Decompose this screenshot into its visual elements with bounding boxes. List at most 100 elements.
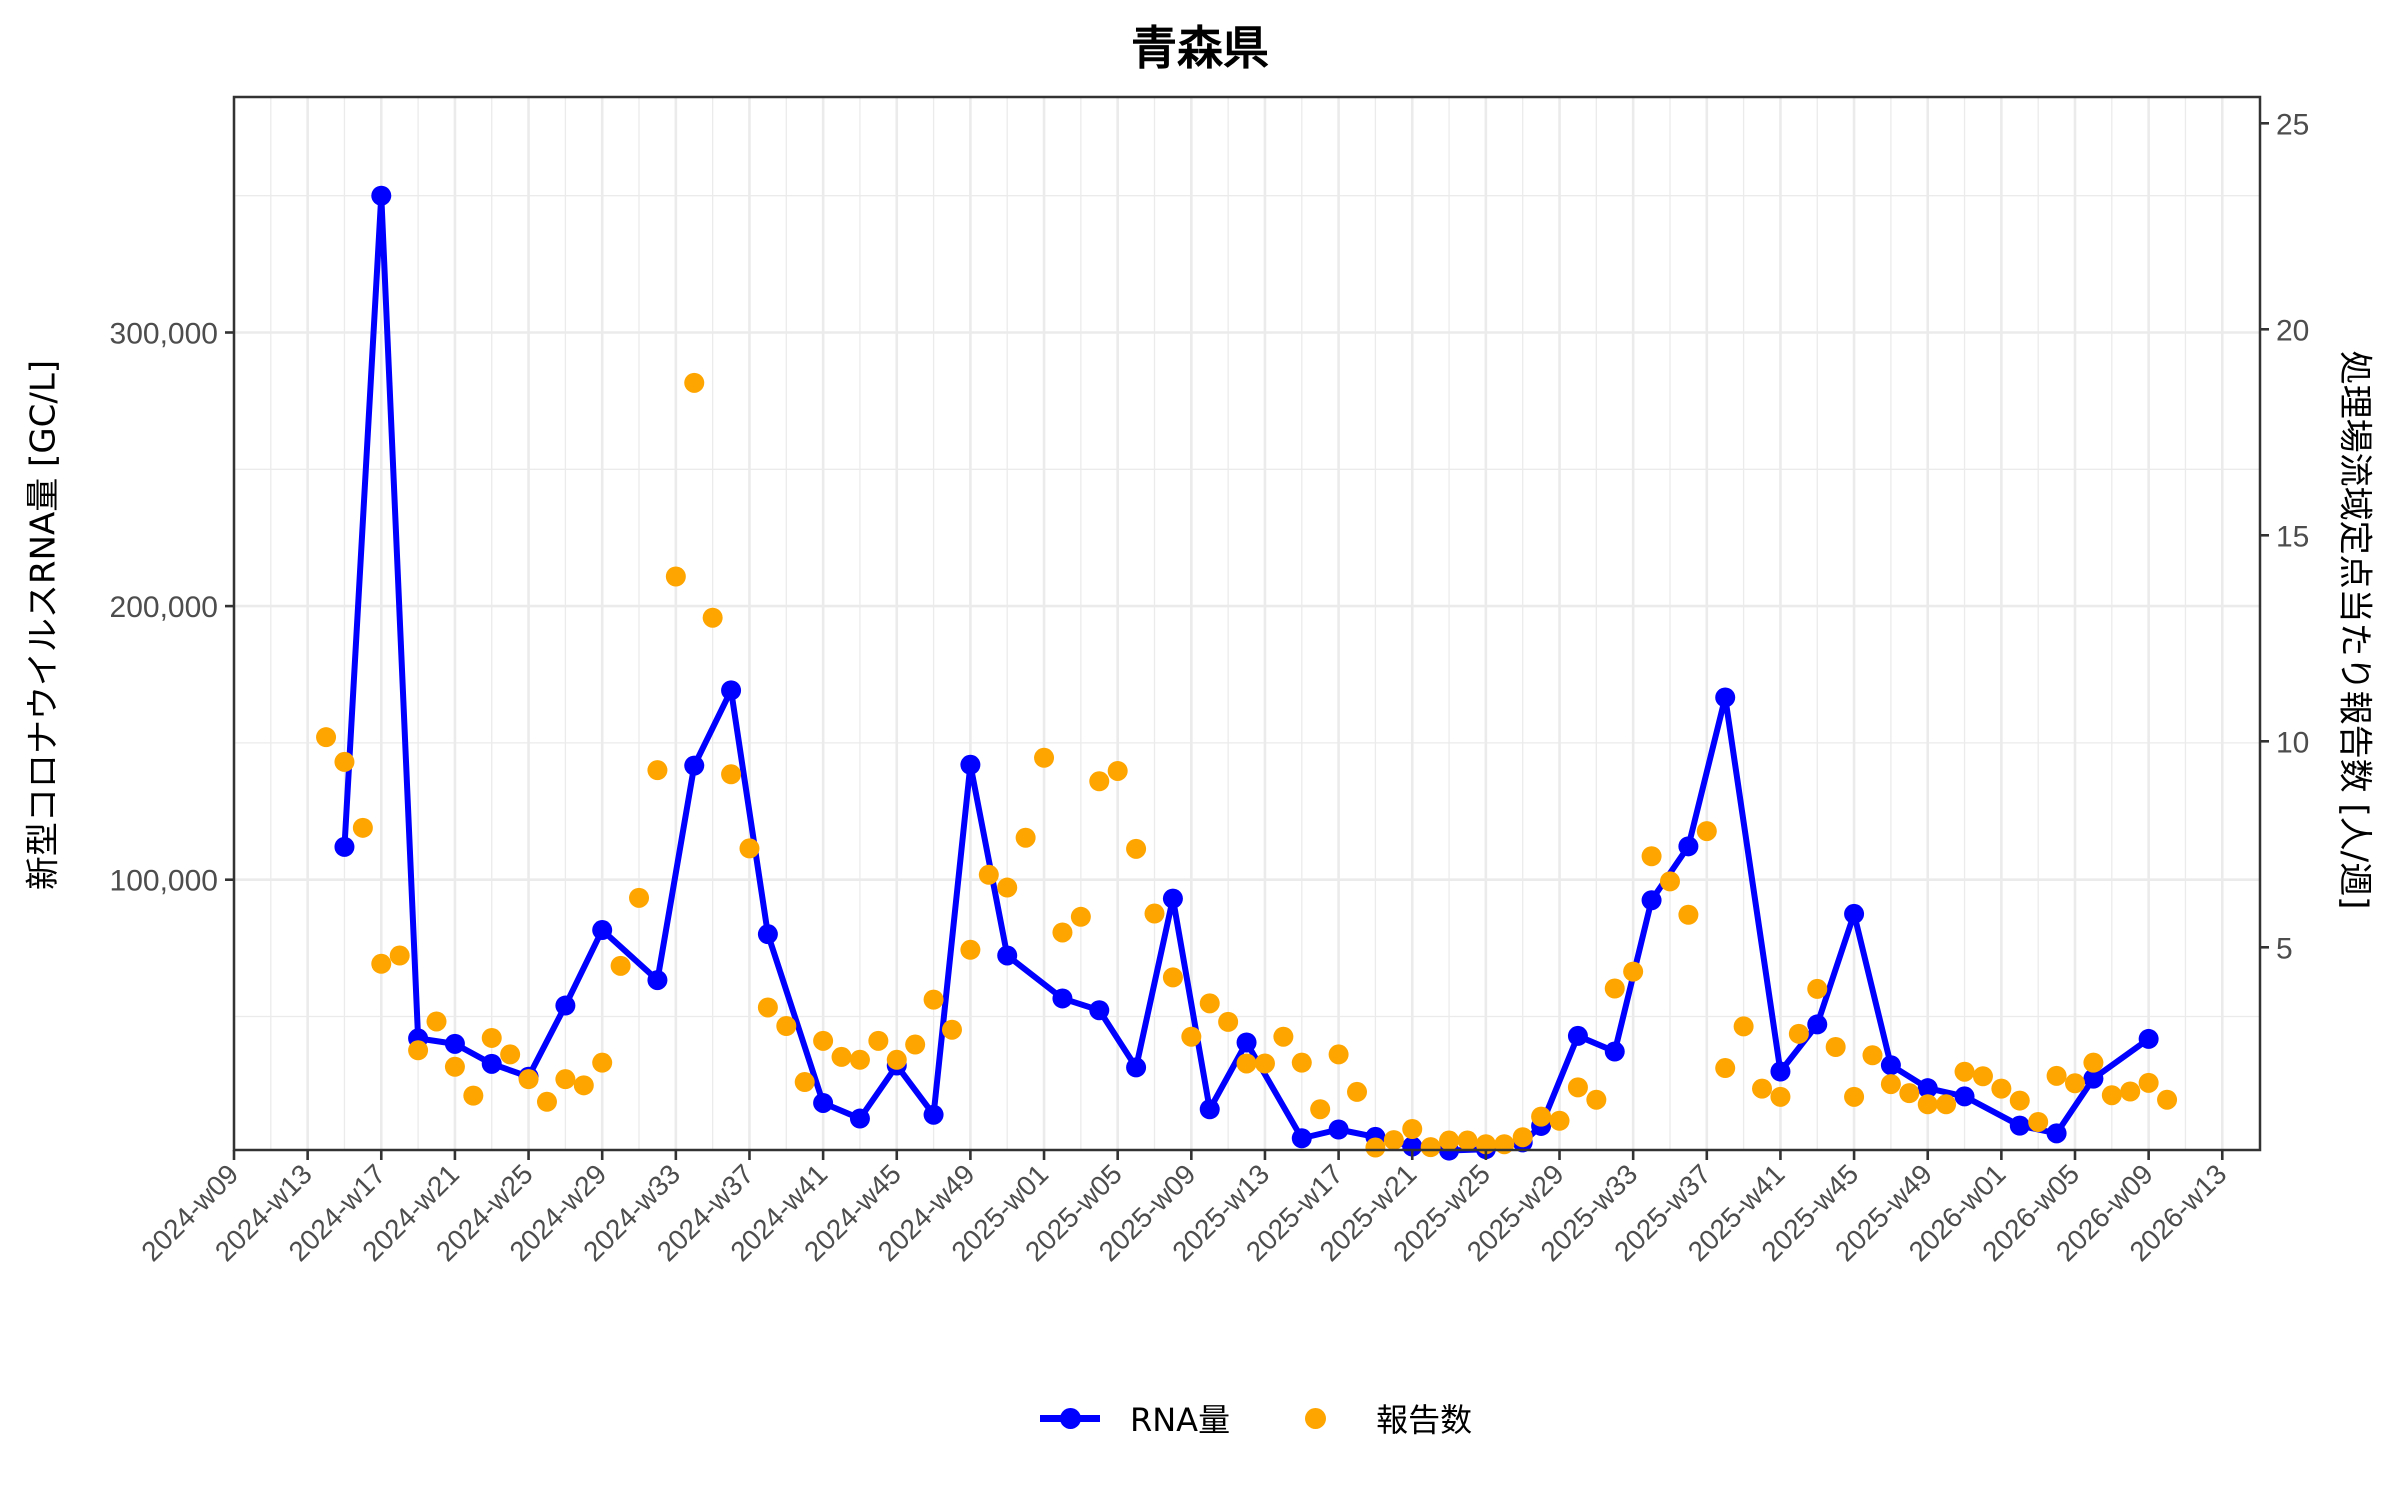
report-data-point [1236, 1053, 1257, 1074]
report-data-point [371, 953, 392, 974]
report-data-point [444, 1056, 465, 1077]
rna-data-point [1844, 903, 1865, 924]
rna-data-point [1162, 888, 1183, 909]
report-data-point [665, 566, 686, 587]
report-data-point [1512, 1127, 1533, 1148]
rna-data-point [1291, 1128, 1312, 1149]
rna-data-point [960, 754, 981, 775]
report-data-point [1328, 1044, 1349, 1065]
report-data-point [1825, 1037, 1846, 1058]
report-data-point [1991, 1078, 2012, 1099]
report-data-point [1880, 1074, 1901, 1095]
report-data-point [316, 727, 337, 748]
rna-data-point [813, 1092, 834, 1113]
rna-data-point [592, 920, 613, 941]
report-data-point [1954, 1061, 1975, 1082]
report-data-point [1972, 1066, 1993, 1087]
report-data-point [1531, 1106, 1552, 1127]
report-data-point [1402, 1118, 1423, 1139]
report-data-point [1457, 1130, 1478, 1151]
y-right-tick-label: 25 [2276, 108, 2309, 141]
report-data-point [2138, 1072, 2159, 1093]
panel-border [232, 95, 2262, 1152]
report-data-point [1567, 1077, 1588, 1098]
report-data-point [555, 1069, 576, 1090]
rna-data-point [2046, 1123, 2067, 1144]
report-data-point [1733, 1016, 1754, 1037]
report-data-point [518, 1069, 539, 1090]
report-data-point [536, 1091, 557, 1112]
rna-data-point [1052, 988, 1073, 1009]
chart-title: 青森県 [1131, 21, 1269, 75]
legend: RNA量 報告数 [1040, 1392, 1528, 1444]
panel-background [234, 97, 2260, 1150]
report-data-point [500, 1044, 521, 1065]
rna-data-point [1641, 890, 1662, 911]
rna-data-point [371, 185, 392, 206]
report-data-point [960, 939, 981, 960]
rna-data-point [997, 945, 1018, 966]
report-data-point [426, 1011, 447, 1032]
report-data-point [1218, 1011, 1239, 1032]
report-data-point [702, 607, 723, 628]
report-data-point [1273, 1026, 1294, 1047]
rna-data-point [1807, 1014, 1828, 1035]
legend-item-rna: RNA量 [1040, 1395, 1230, 1441]
rna-data-point [1126, 1057, 1147, 1078]
report-data-point [1291, 1052, 1312, 1073]
report-data-point [1899, 1083, 1920, 1104]
report-data-point [1549, 1110, 1570, 1131]
report-data-point [997, 877, 1018, 898]
rna-data-point [1402, 1136, 1423, 1157]
report-data-point [1641, 846, 1662, 867]
report-data-point [1752, 1078, 1773, 1099]
rna-data-point [684, 755, 705, 776]
report-data-point [684, 372, 705, 393]
report-data-point [629, 887, 650, 908]
report-data-point [1107, 760, 1128, 781]
report-data-point [794, 1072, 815, 1093]
rna-data-point [2138, 1028, 2159, 1049]
report-data-point [2083, 1052, 2104, 1073]
rna-data-point [647, 970, 668, 991]
report-data-point [1715, 1058, 1736, 1079]
y-left-tick-label: 100,000 [110, 865, 218, 898]
report-data-point [1126, 838, 1147, 859]
report-data-point [1420, 1137, 1441, 1158]
report-data-point [1844, 1086, 1865, 1107]
report-data-point [886, 1049, 907, 1070]
rna-data-point [1567, 1025, 1588, 1046]
report-data-point [1659, 871, 1680, 892]
rna-data-point [481, 1053, 502, 1074]
gridlines [232, 97, 2260, 1150]
report-data-point [776, 1015, 797, 1036]
y-right-tick-label: 20 [2276, 314, 2309, 347]
rna-data-point [1236, 1032, 1257, 1053]
report-data-point [1347, 1081, 1368, 1102]
rna-data-point [1678, 836, 1699, 857]
y-left-tick-label: 300,000 [110, 318, 218, 351]
report-data-point [2101, 1085, 2122, 1106]
report-data-point [2157, 1089, 2178, 1110]
report-data-point [1678, 904, 1699, 925]
report-data-point [389, 945, 410, 966]
report-data-point [2120, 1081, 2141, 1102]
line-point-legend-icon [1040, 1400, 1100, 1436]
report-data-point [1162, 967, 1183, 988]
report-data-point [868, 1030, 889, 1051]
rna-data-point [1328, 1119, 1349, 1140]
rna-data-point [1880, 1055, 1901, 1076]
report-data-point [1862, 1045, 1883, 1066]
report-data-point [1439, 1130, 1460, 1151]
report-data-point [721, 764, 742, 785]
report-data-point [1052, 922, 1073, 943]
report-data-point [2065, 1073, 2085, 1094]
report-data-point [2009, 1090, 2030, 1111]
legend-item-report: 報告数 [1286, 1395, 1472, 1441]
y-right-tick-label: 10 [2276, 726, 2309, 759]
report-data-point [1089, 771, 1110, 792]
rna-data-point [2009, 1115, 2030, 1136]
report-data-point [610, 955, 631, 976]
